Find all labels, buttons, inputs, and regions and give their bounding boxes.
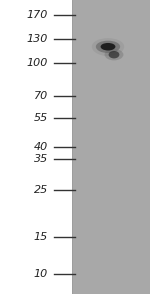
Text: 100: 100 — [27, 58, 48, 68]
Text: 55: 55 — [34, 113, 48, 123]
Text: 40: 40 — [34, 142, 48, 152]
Ellipse shape — [96, 41, 120, 53]
Text: 170: 170 — [27, 10, 48, 20]
Text: 70: 70 — [34, 91, 48, 101]
Text: 10: 10 — [34, 269, 48, 279]
Ellipse shape — [101, 43, 116, 51]
FancyBboxPatch shape — [72, 0, 150, 294]
Ellipse shape — [109, 51, 119, 59]
Text: 15: 15 — [34, 232, 48, 242]
Ellipse shape — [105, 49, 123, 60]
Text: 25: 25 — [34, 185, 48, 195]
Text: 35: 35 — [34, 154, 48, 164]
Ellipse shape — [92, 38, 124, 56]
Text: 130: 130 — [27, 34, 48, 44]
